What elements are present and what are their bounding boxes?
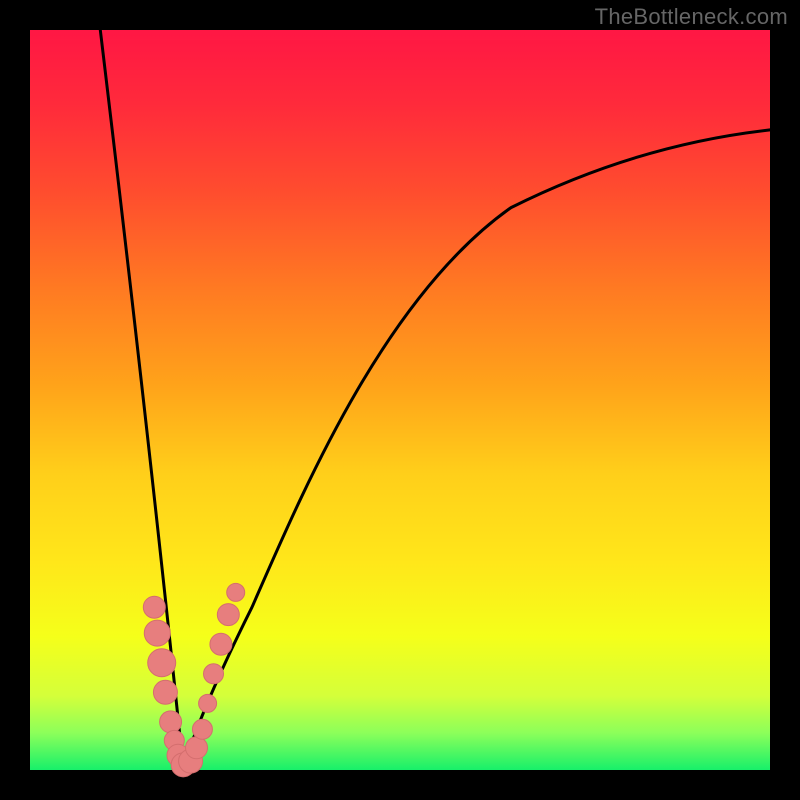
marker-point: [199, 694, 217, 712]
marker-point: [160, 711, 182, 733]
chart-frame: TheBottleneck.com: [0, 0, 800, 800]
marker-point: [210, 633, 232, 655]
watermark-text: TheBottleneck.com: [595, 4, 788, 30]
marker-point: [186, 737, 208, 759]
markers-group: [143, 583, 244, 776]
marker-point: [217, 604, 239, 626]
chart-svg: [30, 30, 770, 770]
plot-area: [30, 30, 770, 770]
v-curve-path: [100, 30, 770, 768]
marker-point: [192, 719, 212, 739]
marker-point: [148, 649, 176, 677]
marker-point: [143, 596, 165, 618]
marker-point: [144, 620, 170, 646]
marker-point: [153, 680, 177, 704]
marker-point: [227, 583, 245, 601]
marker-point: [204, 664, 224, 684]
